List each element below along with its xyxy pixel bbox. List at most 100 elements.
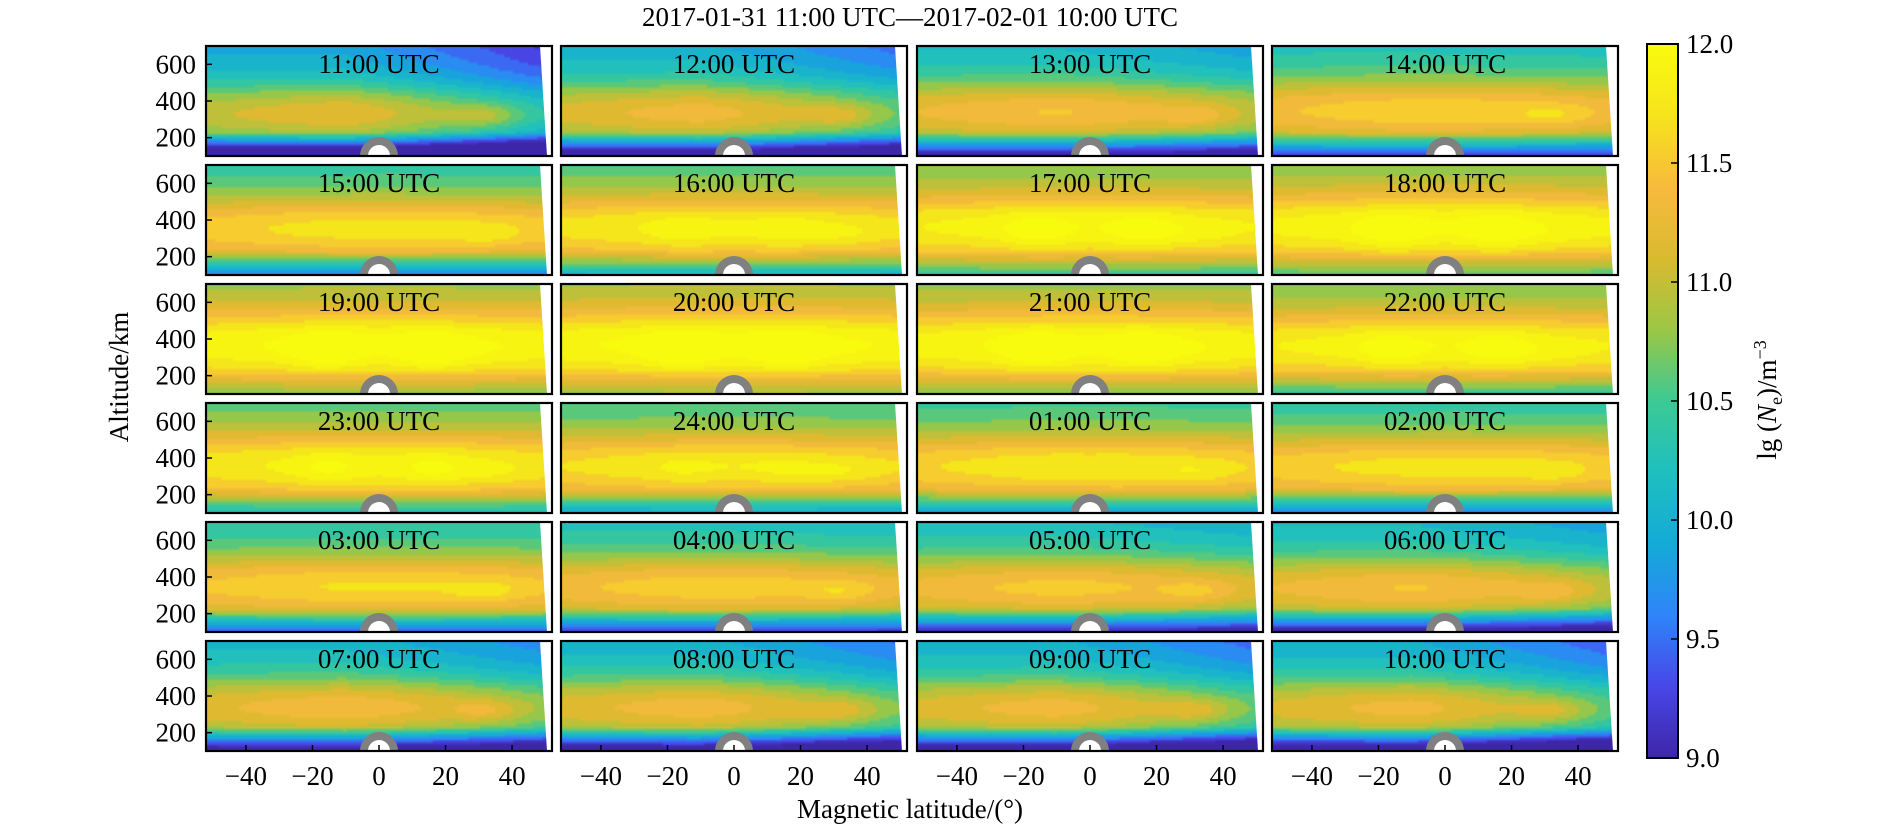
panel-time-label: 12:00 UTC: [673, 49, 795, 79]
x-tick-label: −40: [225, 761, 267, 791]
x-tick-label: 20: [1143, 761, 1170, 791]
blank-region: [1606, 641, 1618, 751]
blank-region: [1606, 403, 1618, 513]
earth-dome-inner: [1079, 264, 1101, 275]
x-tick-label: 20: [432, 761, 459, 791]
panel-time-label: 14:00 UTC: [1384, 49, 1506, 79]
colorbar-label-mid: )/m: [1752, 359, 1782, 397]
blank-region: [540, 46, 552, 156]
colorbar-tick-label: 9.5: [1686, 624, 1720, 654]
x-tick-label: 20: [1498, 761, 1525, 791]
panel-time-label: 13:00 UTC: [1029, 49, 1151, 79]
y-tick-label: 400: [156, 205, 197, 235]
panel: 12:00 UTC: [559, 44, 909, 158]
y-tick-label: 600: [156, 168, 197, 198]
blank-region: [895, 284, 907, 394]
y-tick-label: 200: [156, 361, 197, 391]
colorbar-tick-label: 12.0: [1686, 29, 1733, 59]
colorbar-label-sup: −3: [1750, 340, 1770, 359]
blank-region: [540, 641, 552, 751]
y-tick-label: 400: [156, 443, 197, 473]
x-tick-label: −20: [1002, 761, 1044, 791]
blank-region: [1251, 284, 1263, 394]
panel-frame: [915, 44, 1265, 158]
colorbar-tick-label: 10.5: [1686, 386, 1733, 416]
panel: 13:00 UTC: [915, 44, 1265, 158]
panel-time-label: 24:00 UTC: [673, 406, 795, 436]
colorbar-label-sub: e: [1766, 397, 1786, 405]
earth-dome-inner: [1079, 502, 1101, 513]
panel-frame: [915, 520, 1265, 634]
panel-time-label: 20:00 UTC: [673, 287, 795, 317]
blank-region: [540, 522, 552, 632]
y-tick-label: 600: [156, 287, 197, 317]
panel: 20:00 UTC: [559, 282, 909, 396]
panel: 18:00 UTC: [1270, 163, 1620, 277]
panel: 15:00 UTC 200 400 600: [156, 163, 554, 277]
x-tick-label: 0: [727, 761, 741, 791]
colorbar-tick-label: 11.0: [1686, 267, 1732, 297]
panel-time-label: 07:00 UTC: [318, 644, 440, 674]
panel-time-label: 04:00 UTC: [673, 525, 795, 555]
panel: 24:00 UTC: [559, 401, 909, 515]
earth-dome-inner: [1079, 145, 1101, 156]
panel-frame: [559, 282, 909, 396]
blank-region: [895, 403, 907, 513]
x-tick-label: 20: [787, 761, 814, 791]
panel-time-label: 15:00 UTC: [318, 168, 440, 198]
earth-dome-inner: [1434, 621, 1456, 632]
y-tick-label: 200: [156, 599, 197, 629]
blank-region: [1606, 284, 1618, 394]
panel-time-label: 05:00 UTC: [1029, 525, 1151, 555]
panel: 16:00 UTC: [559, 163, 909, 277]
earth-dome-inner: [368, 264, 390, 275]
panel-time-label: 23:00 UTC: [318, 406, 440, 436]
y-tick-label: 600: [156, 406, 197, 436]
y-tick-label: 400: [156, 681, 197, 711]
earth-dome-inner: [1434, 502, 1456, 513]
blank-region: [1606, 165, 1618, 275]
colorbar-label-prefix: lg (: [1752, 423, 1782, 460]
panel-time-label: 21:00 UTC: [1029, 287, 1151, 317]
earth-dome-inner: [368, 621, 390, 632]
panel-time-label: 10:00 UTC: [1384, 644, 1506, 674]
panel-frame: [1270, 282, 1620, 396]
panel-frame: [559, 44, 909, 158]
panel: 22:00 UTC: [1270, 282, 1620, 396]
blank-region: [1251, 522, 1263, 632]
blank-region: [1606, 46, 1618, 156]
y-tick-label: 200: [156, 123, 197, 153]
blank-region: [895, 522, 907, 632]
blank-region: [1606, 522, 1618, 632]
panel: 03:00 UTC 200 400 600: [156, 520, 554, 634]
colorbar-ticks: 12.0 11.5 11.0 10.5 10.0 9.5 9.0: [1671, 29, 1733, 773]
panel: 23:00 UTC 200 400 600: [156, 401, 554, 515]
colorbar-tick-label: 10.0: [1686, 505, 1733, 535]
panel-frame: [559, 163, 909, 277]
x-tick-label: 40: [499, 761, 526, 791]
x-tick-label: 40: [1565, 761, 1592, 791]
blank-region: [1251, 641, 1263, 751]
panel: 09:00 UTC −40 −20 0 20 40: [915, 639, 1265, 791]
panel-time-label: 19:00 UTC: [318, 287, 440, 317]
panel: 10:00 UTC −40 −20 0 20 40: [1270, 639, 1620, 791]
colorbar-label-var: N: [1752, 403, 1782, 424]
x-tick-label: 40: [854, 761, 881, 791]
x-tick-label: 0: [1438, 761, 1452, 791]
blank-region: [540, 165, 552, 275]
earth-dome-inner: [723, 145, 745, 156]
blank-region: [1251, 165, 1263, 275]
earth-dome-inner: [1079, 621, 1101, 632]
panel-frame: [1270, 520, 1620, 634]
x-tick-label: −40: [936, 761, 978, 791]
y-tick-label: 400: [156, 86, 197, 116]
panel-time-label: 16:00 UTC: [673, 168, 795, 198]
panel-time-label: 18:00 UTC: [1384, 168, 1506, 198]
panel-time-label: 08:00 UTC: [673, 644, 795, 674]
earth-dome-inner: [1434, 383, 1456, 394]
panel: 08:00 UTC −40 −20 0 20 40: [559, 639, 909, 791]
panel: 11:00 UTC 200 400 600: [156, 44, 554, 158]
panel: 14:00 UTC: [1270, 44, 1620, 158]
